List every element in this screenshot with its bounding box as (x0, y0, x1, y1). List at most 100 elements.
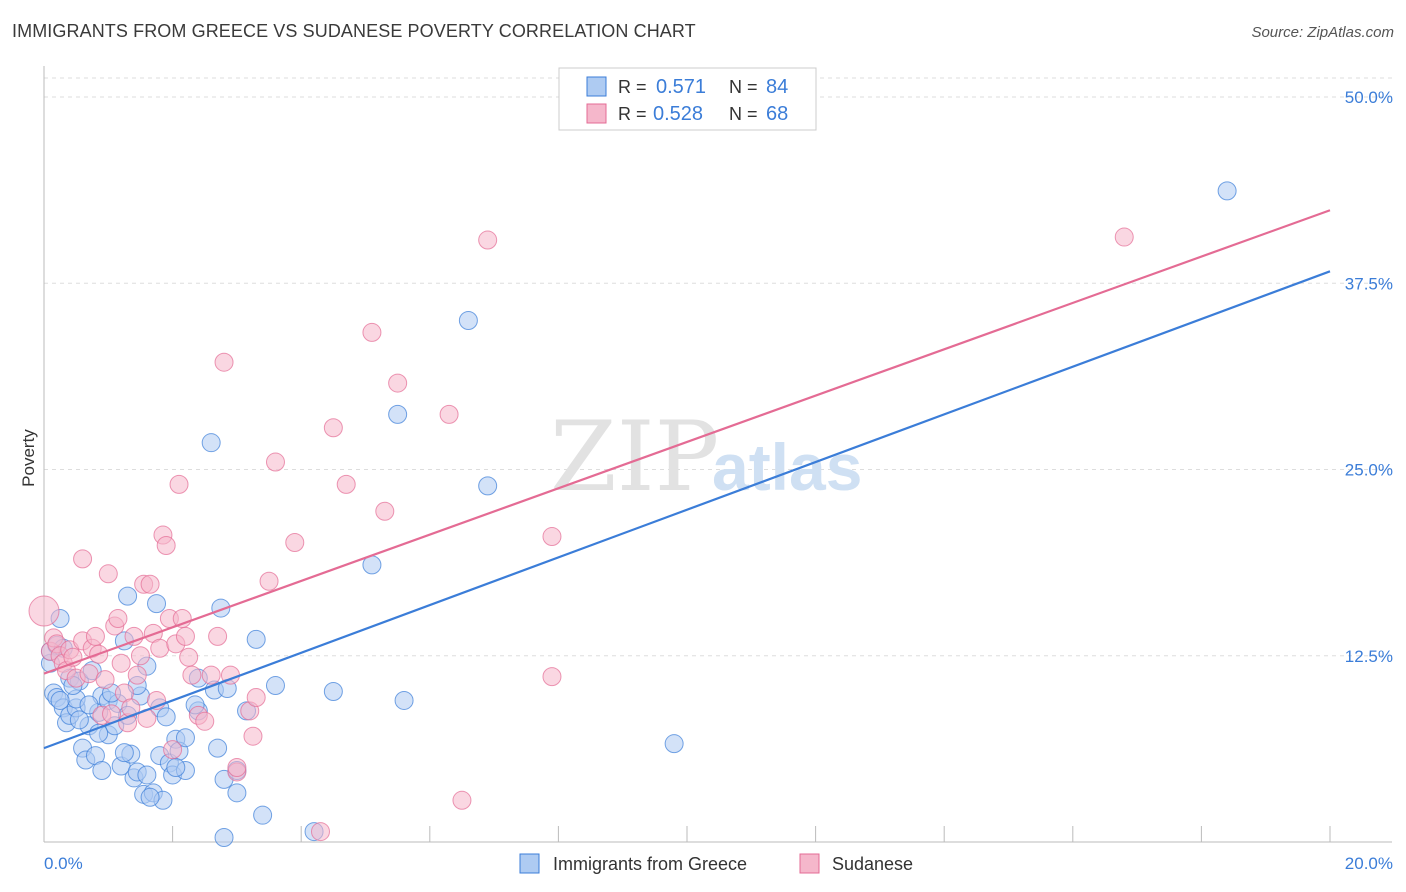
greece-point (265, 676, 285, 696)
sudanese-point (478, 230, 498, 250)
legend-swatch-sudanese (586, 103, 607, 124)
sudanese-point (124, 626, 144, 646)
sudanese-point (140, 574, 160, 594)
sudanese-point (85, 626, 105, 646)
bottom-legend-swatch-greece (519, 853, 540, 874)
greece-point (140, 787, 160, 807)
y-tick-label: 12.5% (1345, 647, 1393, 666)
sudanese-point (79, 664, 99, 684)
chart-title: IMMIGRANTS FROM GREECE VS SUDANESE POVER… (12, 21, 696, 41)
trend-lines (43, 209, 1331, 750)
sudanese-point (156, 535, 176, 555)
legend-r-label: R = (618, 104, 647, 124)
greece-point (69, 710, 89, 730)
sudanese-point (388, 373, 408, 393)
bottom-legend: Immigrants from Greece Sudanese (519, 853, 913, 874)
greece-point (137, 765, 157, 785)
y-tick-label: 25.0% (1345, 461, 1393, 480)
gridlines (44, 77, 1392, 657)
sudanese-point (108, 609, 128, 628)
greece-point (253, 805, 273, 825)
sudanese-point (169, 474, 189, 494)
sudanese-point (127, 665, 147, 685)
greece-trend-line (43, 270, 1331, 750)
sudanese-point (362, 322, 382, 342)
greece-point (201, 433, 221, 453)
greece-point (1217, 181, 1237, 201)
sudanese-point (175, 626, 195, 646)
sudanese-point (246, 687, 266, 707)
sudanese-point (182, 665, 202, 685)
sudanese-point (259, 571, 279, 591)
greece-point (156, 707, 176, 727)
sudanese-point (375, 501, 395, 521)
sudanese-point (73, 549, 93, 569)
sudanese-point (214, 352, 234, 372)
sudanese-point (265, 452, 285, 472)
sudanese-point (1114, 227, 1134, 247)
bottom-legend-sudanese: Sudanese (832, 854, 913, 874)
sudanese-point (323, 418, 343, 438)
sudanese-point (150, 638, 170, 658)
axes (43, 66, 1392, 843)
x-tick-label: 0.0% (44, 854, 83, 873)
greece-point (664, 734, 684, 754)
greece-point (323, 682, 343, 702)
legend-n-value-greece: 84 (766, 76, 788, 98)
greece-point (114, 743, 134, 763)
legend-r-label: R = (618, 77, 647, 97)
y-tick-label: 50.0% (1345, 88, 1393, 107)
legend-n-label: N = (729, 104, 758, 124)
legend-r-value-greece: 0.571 (656, 76, 706, 98)
sudanese-point (28, 595, 60, 627)
greece-point (92, 760, 112, 780)
legend-n-label: N = (729, 77, 758, 97)
sudanese-point (179, 647, 199, 667)
legend-r-value-sudanese: 0.528 (653, 103, 703, 125)
y-tick-label: 37.5% (1345, 274, 1393, 293)
watermark: ZIP atlas (550, 401, 862, 513)
sudanese-point (542, 667, 562, 687)
sudanese-point (452, 790, 472, 810)
greece-point (458, 311, 478, 330)
source-credit: Source: ZipAtlas.com (1251, 24, 1394, 41)
greece-point (118, 586, 138, 606)
legend-swatch-greece (586, 76, 607, 97)
x-tick-label: 20.0% (1345, 854, 1393, 873)
y-axis-label: Poverty (19, 429, 38, 487)
greece-point (166, 758, 186, 777)
sudanese-point (111, 653, 131, 673)
greece-point (79, 695, 99, 715)
sudanese-point (201, 665, 221, 685)
bottom-legend-swatch-sudanese (799, 853, 820, 874)
sudanese-trend-line (43, 209, 1331, 675)
sudanese-point (227, 758, 247, 777)
sudanese-point (130, 646, 150, 666)
legend-n-value-sudanese: 68 (766, 103, 788, 125)
sudanese-point (163, 740, 183, 760)
data-points (28, 181, 1237, 848)
sudanese-point (285, 533, 305, 553)
sudanese-point (95, 670, 115, 690)
sudanese-point (195, 711, 215, 731)
tick-labels: 12.5% 25.0% 37.5% 50.0% 0.0% 20.0% (44, 88, 1393, 873)
greece-point (478, 476, 498, 496)
sudanese-point (439, 404, 459, 424)
greece-point (208, 738, 228, 758)
greece-point (214, 828, 234, 848)
greece-point (50, 690, 70, 710)
greece-point (227, 783, 247, 803)
bottom-legend-greece: Immigrants from Greece (553, 854, 747, 874)
sudanese-point (243, 726, 263, 746)
legend: R = 0.571 N = 84 R = 0.528 N = 68 (558, 67, 817, 131)
sudanese-point (336, 474, 356, 494)
sudanese-point (310, 822, 330, 842)
greece-point (147, 594, 167, 614)
greece-point (175, 728, 195, 748)
sudanese-point (542, 527, 562, 547)
sudanese-point (208, 626, 228, 646)
sudanese-point (98, 564, 118, 584)
greece-point (388, 404, 408, 424)
greece-point (394, 690, 414, 710)
